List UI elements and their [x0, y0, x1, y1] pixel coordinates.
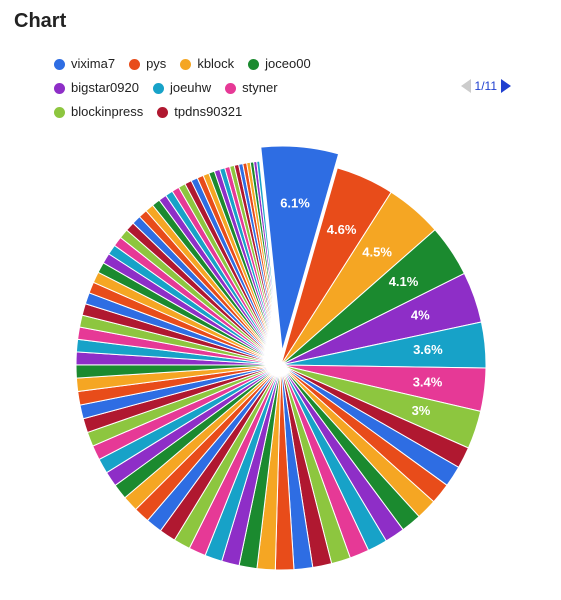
legend-swatch: [157, 107, 168, 118]
legend-swatch: [54, 83, 65, 94]
legend-item[interactable]: joeuhw: [153, 77, 211, 99]
pager-prev-icon[interactable]: [461, 79, 471, 93]
legend-swatch: [248, 59, 259, 70]
legend-swatch: [180, 59, 191, 70]
slice-label: 3.4%: [412, 374, 442, 389]
legend-item[interactable]: bigstar0920: [54, 77, 139, 99]
legend-label: vixima7: [71, 53, 115, 75]
legend-swatch: [54, 107, 65, 118]
legend-label: joeuhw: [170, 77, 211, 99]
legend-swatch: [129, 59, 140, 70]
legend-item[interactable]: vixima7: [54, 53, 115, 75]
page-title: Chart: [14, 10, 547, 33]
legend-swatch: [225, 83, 236, 94]
legend-item[interactable]: pys: [129, 53, 166, 75]
legend-label: pys: [146, 53, 166, 75]
legend-label: joceo00: [265, 53, 311, 75]
legend-pager: 1/11: [461, 75, 511, 97]
legend-item[interactable]: blockinpress: [54, 101, 143, 123]
legend-item[interactable]: joceo00: [248, 53, 311, 75]
legend: vixima7 pys kblock joceo00 bigstar0920 joeuhw…: [54, 53, 547, 125]
slice-label: 3%: [411, 403, 430, 418]
legend-label: tpdns90321: [174, 101, 242, 123]
slice-label: 4.6%: [326, 222, 356, 237]
legend-swatch: [54, 59, 65, 70]
legend-item[interactable]: kblock: [180, 53, 234, 75]
legend-item[interactable]: styner: [225, 77, 277, 99]
legend-label: styner: [242, 77, 277, 99]
pie-svg: 6.1% 4.6% 4.5% 4.1% 4% 3.6% 3.4% 3%: [51, 135, 511, 595]
slice-label: 6.1%: [280, 195, 310, 210]
pager-count: 1/11: [475, 75, 497, 97]
slice-label: 4.1%: [388, 274, 418, 289]
legend-item[interactable]: tpdns90321: [157, 101, 242, 123]
chart-panel: Chart vixima7 pys kblock joceo00 bigstar0920…: [0, 0, 561, 600]
slice-label: 4.5%: [362, 244, 392, 259]
pie-chart: 6.1% 4.6% 4.5% 4.1% 4% 3.6% 3.4% 3%: [51, 135, 511, 595]
pager-next-icon[interactable]: [501, 79, 511, 93]
slice-label: 3.6%: [413, 342, 443, 357]
legend-label: bigstar0920: [71, 77, 139, 99]
legend-label: blockinpress: [71, 101, 143, 123]
legend-swatch: [153, 83, 164, 94]
legend-label: kblock: [197, 53, 234, 75]
slice-label: 4%: [410, 308, 429, 323]
